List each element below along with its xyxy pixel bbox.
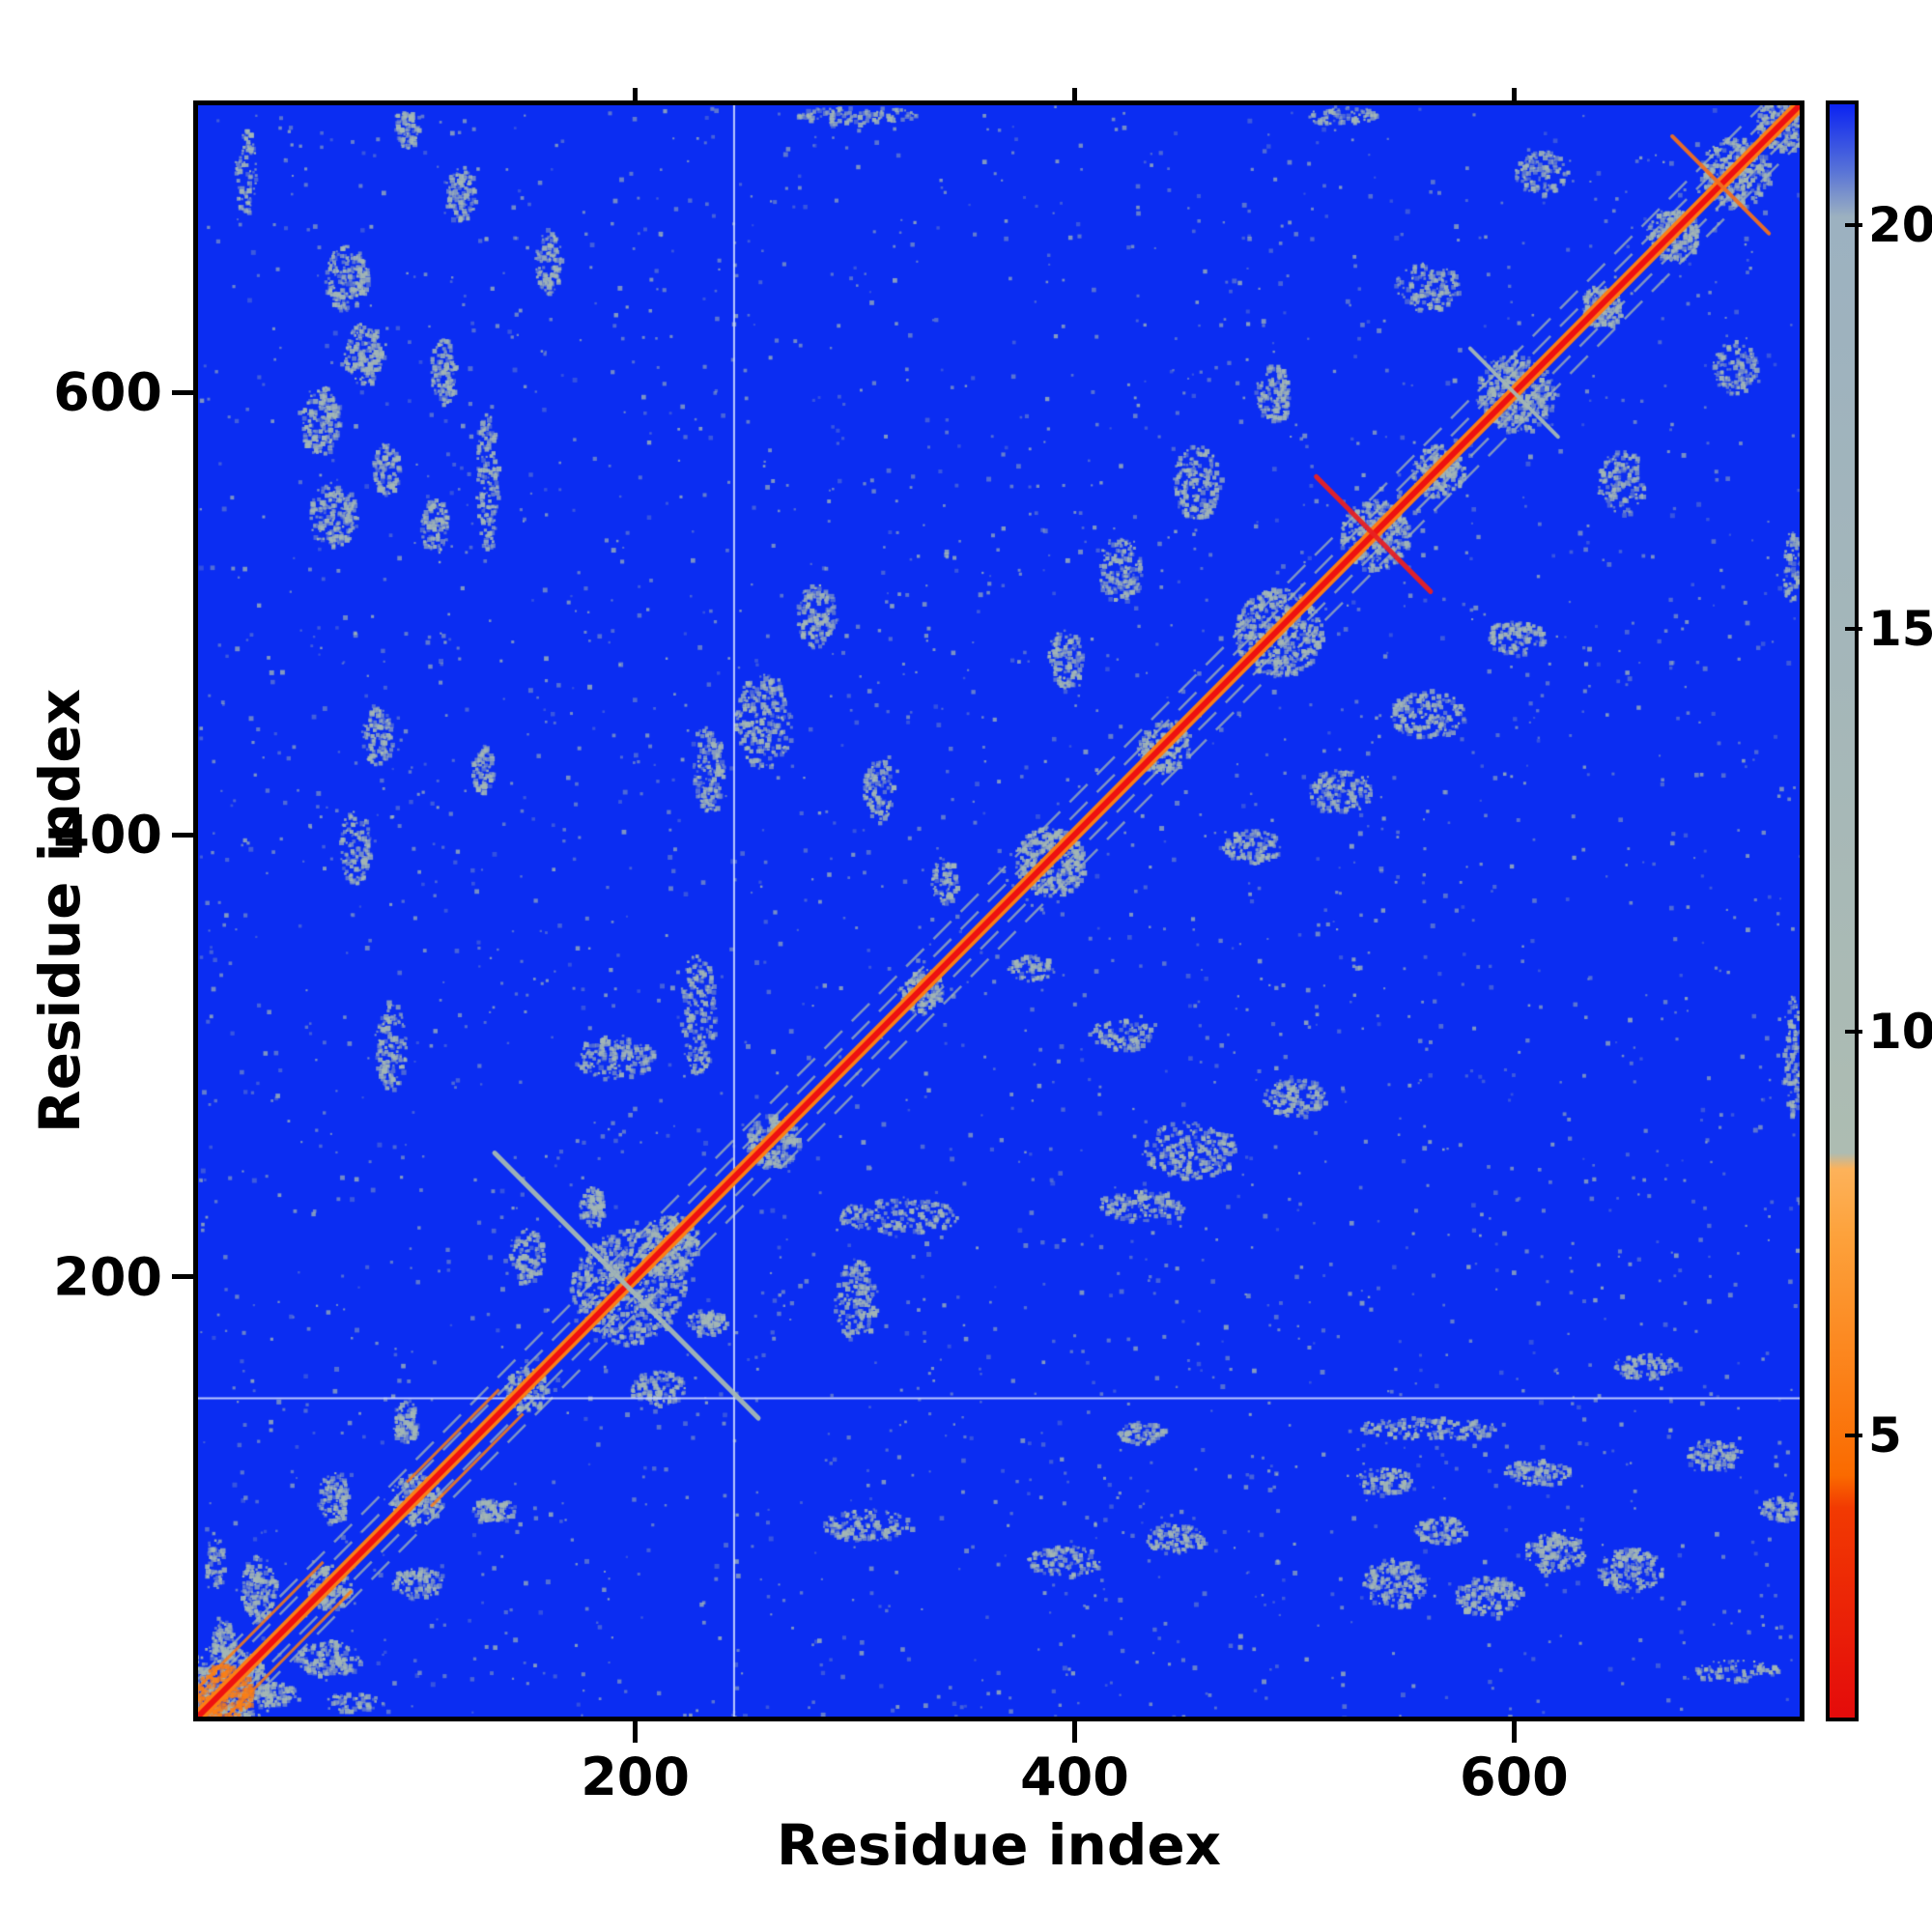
x-tick-label-200: 200	[581, 1747, 690, 1807]
y-axis-label: Residue index	[27, 688, 93, 1134]
heatmap-canvas	[198, 105, 1800, 1717]
axis-tick	[172, 1274, 193, 1280]
axis-tick	[633, 1721, 639, 1743]
y-tick-label-400: 400	[53, 804, 162, 866]
x-tick-label-400: 400	[1020, 1747, 1129, 1807]
x-tick-label-600: 600	[1459, 1747, 1569, 1807]
axis-tick	[1845, 223, 1862, 228]
colorbar-tick-label-20: 20	[1868, 197, 1932, 254]
x-axis-label: Residue index	[776, 1812, 1222, 1878]
colorbar-tick-label-5: 5	[1868, 1406, 1902, 1463]
axis-tick	[1071, 1721, 1077, 1743]
y-tick-label-200: 200	[53, 1246, 162, 1308]
axis-tick	[172, 389, 193, 395]
axis-tick	[633, 88, 639, 100]
plot-area	[193, 100, 1804, 1721]
axis-tick	[1071, 88, 1077, 100]
axis-tick	[1845, 1433, 1862, 1437]
colorbar-tick-label-15: 15	[1868, 600, 1932, 657]
colorbar-tick-label-10: 10	[1868, 1004, 1932, 1061]
axis-tick	[1845, 1030, 1862, 1035]
axis-tick	[1845, 626, 1862, 631]
colorbar	[1826, 100, 1859, 1721]
axis-tick	[1511, 1721, 1517, 1743]
axis-tick	[172, 832, 193, 838]
axis-tick	[1511, 88, 1517, 100]
y-tick-label-600: 600	[53, 361, 162, 423]
